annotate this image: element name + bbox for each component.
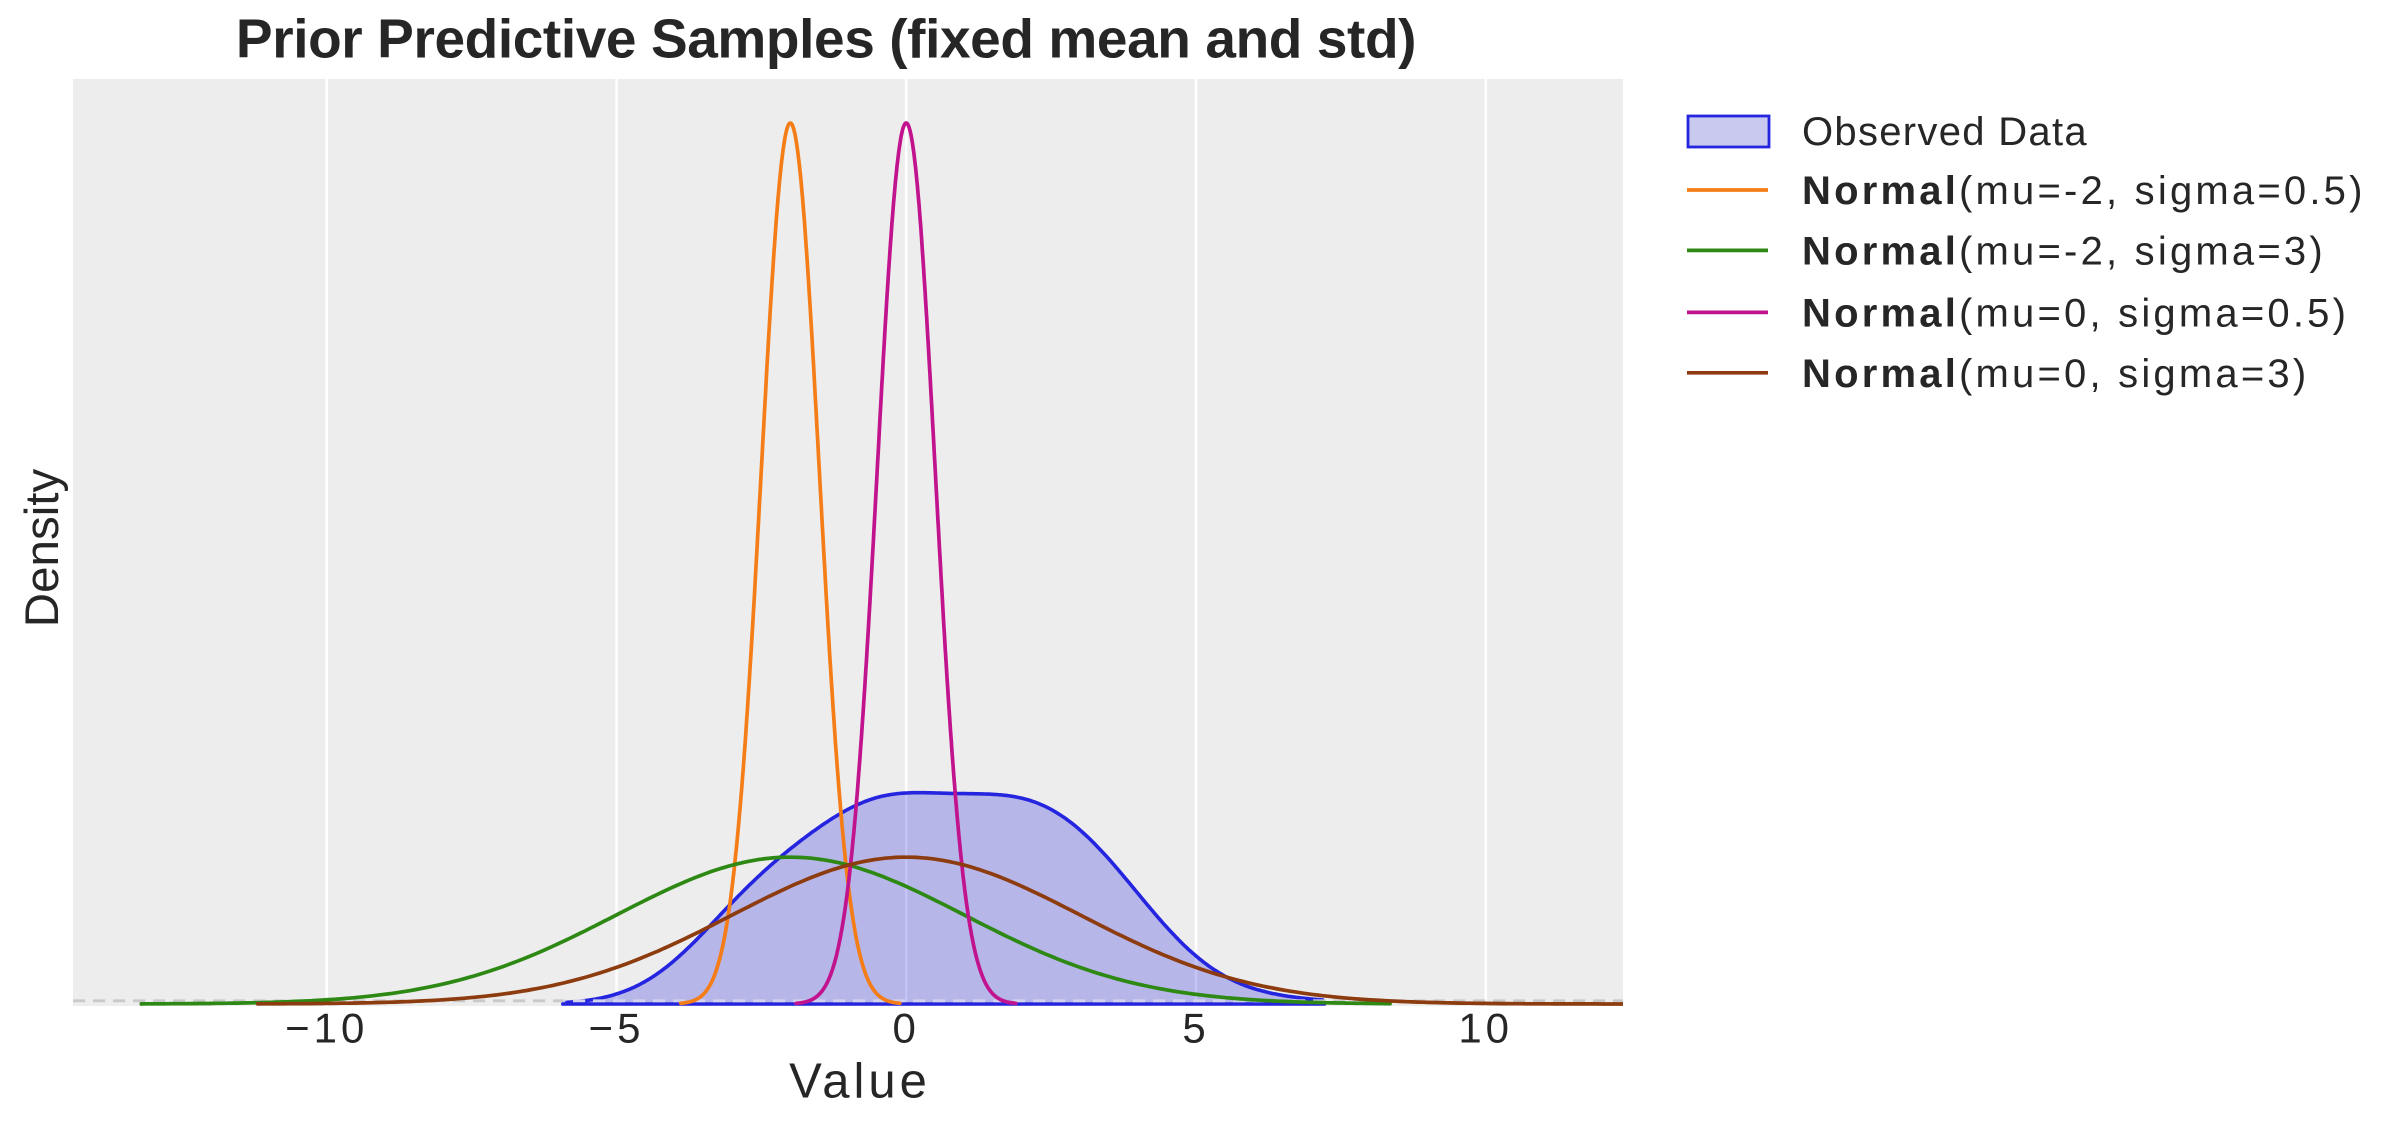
- svg-text:Density: Density: [16, 469, 69, 628]
- svg-text:5: 5: [1182, 1005, 1209, 1052]
- svg-text:Normal(mu=0, sigma=3): Normal(mu=0, sigma=3): [1802, 352, 2309, 396]
- svg-text:Observed Data: Observed Data: [1802, 110, 2088, 154]
- svg-text:Prior Predictive Samples (fixe: Prior Predictive Samples (fixed mean and…: [236, 8, 1416, 70]
- svg-text:Normal(mu=0, sigma=0.5): Normal(mu=0, sigma=0.5): [1802, 291, 2349, 335]
- svg-text:Normal(mu=-2, sigma=3): Normal(mu=-2, sigma=3): [1802, 229, 2326, 273]
- svg-text:Normal(mu=-2, sigma=0.5): Normal(mu=-2, sigma=0.5): [1802, 169, 2366, 213]
- svg-text:−5: −5: [589, 1005, 645, 1052]
- svg-text:0: 0: [893, 1005, 920, 1052]
- svg-text:Value: Value: [789, 1055, 931, 1109]
- svg-text:−10: −10: [285, 1005, 368, 1052]
- svg-text:10: 10: [1458, 1005, 1513, 1052]
